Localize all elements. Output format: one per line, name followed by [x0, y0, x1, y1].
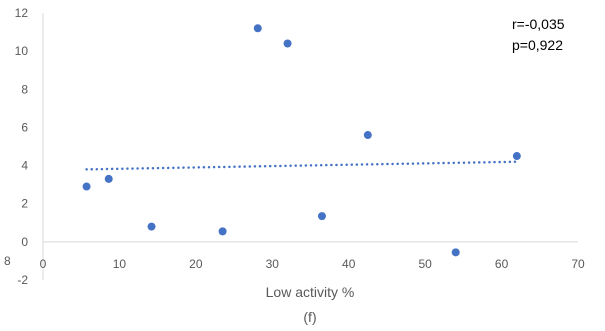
x-tick-label: 60 — [495, 257, 509, 271]
trendline-path — [85, 160, 519, 171]
data-point — [512, 152, 521, 161]
y-tick-label: 8 — [21, 82, 28, 96]
x-tick-label: 20 — [189, 257, 203, 271]
x-tick-label: 10 — [113, 257, 127, 271]
x-tick-label: 30 — [266, 257, 280, 271]
data-point — [104, 174, 113, 183]
data-point — [82, 182, 91, 191]
p-annotation: p=0,922 — [512, 37, 563, 53]
figure-caption: (f) — [303, 309, 316, 325]
y-tick-label: 2 — [21, 197, 28, 211]
x-tick-label: 70 — [571, 257, 585, 271]
stray-tick-label: 8 — [4, 254, 11, 268]
y-tick-labels: -2 0 2 4 6 8 10 12 — [15, 6, 29, 287]
x-tick-labels: 0 10 20 30 40 50 60 70 — [40, 257, 585, 271]
data-point — [451, 248, 460, 257]
data-point — [253, 24, 262, 33]
y-tick-label: 12 — [15, 6, 29, 20]
data-point — [363, 131, 372, 140]
x-tick-label: 40 — [342, 257, 356, 271]
x-axis-title: Low activity % — [266, 284, 355, 300]
data-point — [317, 212, 326, 221]
r-annotation: r=-0,035 — [512, 16, 565, 32]
data-points — [82, 24, 521, 257]
trendline — [85, 160, 519, 171]
y-tick-label: 0 — [21, 235, 28, 249]
x-tick-label: 50 — [418, 257, 432, 271]
data-point — [218, 227, 227, 236]
y-tick-label: 10 — [15, 44, 29, 58]
data-point — [147, 222, 156, 231]
y-tick-label: 4 — [21, 159, 28, 173]
x-tick-label: 0 — [40, 257, 47, 271]
data-point — [283, 39, 292, 48]
y-tick-label: 6 — [21, 120, 28, 134]
y-tick-label: -2 — [17, 273, 28, 287]
